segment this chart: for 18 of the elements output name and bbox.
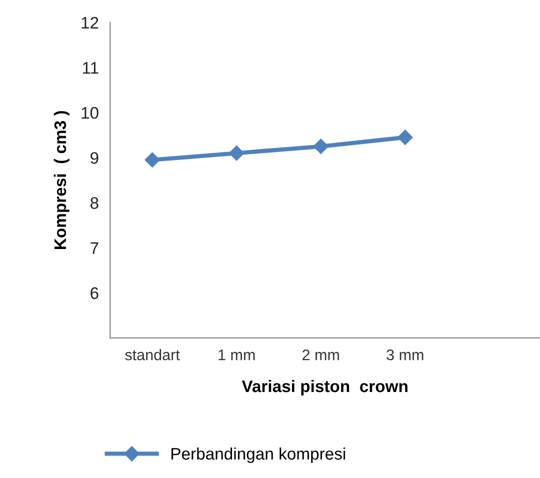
y-tick-label: 9: [90, 152, 98, 164]
x-tick-label: 1 mm: [218, 350, 255, 360]
point: [144, 152, 160, 168]
y-tick-label: 8: [90, 197, 98, 209]
y-tick-label: 10: [82, 107, 98, 119]
y-tick-label: 12: [82, 16, 98, 29]
x-axis-title: Variasi piston crown: [242, 380, 408, 396]
x-tick-label: standart: [125, 349, 180, 360]
y-tick-label: 7: [90, 242, 98, 254]
x-tick-label: 3 mm: [386, 349, 424, 360]
y-tick-label: 6: [90, 287, 98, 300]
point: [398, 130, 413, 145]
point: [229, 146, 244, 161]
legend-label: Perbandingan kompresi: [172, 447, 346, 463]
y-axis-title: Kompresi ( cm3 ): [54, 111, 70, 250]
x-tick-label: 2 mm: [302, 349, 339, 360]
point: [313, 138, 328, 154]
y-tick-label: 11: [83, 62, 98, 74]
